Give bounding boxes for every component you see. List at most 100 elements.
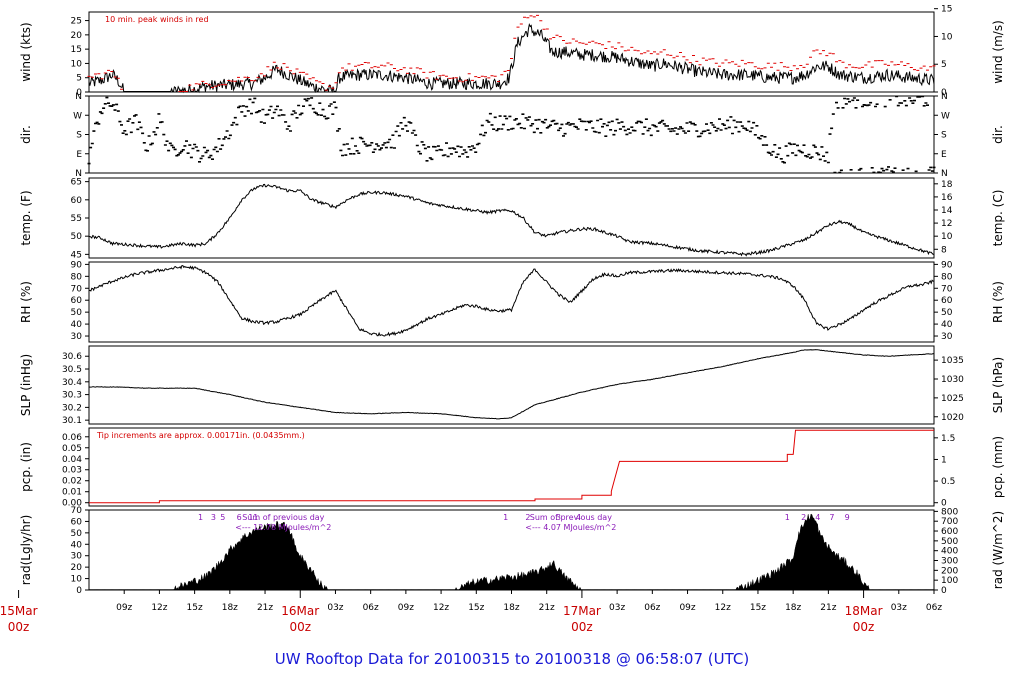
ytick-label-left-pcp: 0.01 [62,488,82,498]
ytick-label-left-rad: 30 [71,552,83,562]
rad-marker-label: 3 [211,513,216,522]
rad-marker-label: 9 [845,513,850,522]
ytick-label-left-slp: 30.3 [62,391,82,401]
ylabel-right-pcp: pcp. (mm) [991,436,1005,498]
ytick-label-left-rh: 60 [71,296,83,306]
xtick-label: 15z [468,603,484,613]
ytick-label-right-temp: 8 [941,245,947,255]
ytick-label-right-rh: 50 [941,308,953,318]
xtick-label: 12z [715,603,731,613]
panel-frame-dir [88,95,935,174]
xtick-label: 15z [750,603,766,613]
ytick-label-left-slp: 30.2 [62,403,82,413]
rad-sum-value-0: <--- 12.78 MJoules/m^2 [235,523,331,532]
ytick-label-right-rh: 70 [941,284,953,294]
rad-sum-label-1: Sum of previous day [530,513,612,522]
ytick-label-right-rh: 30 [941,332,953,342]
series-pcp-0 [89,429,934,504]
ytick-label-right-wind: 10 [941,32,953,42]
rad-marker-label: 1 [503,513,508,522]
ytick-label-left-pcp: 0.06 [62,433,82,443]
ytick-label-right-wind: 5 [941,60,947,70]
ytick-label-right-slp: 1035 [941,356,964,366]
xtick-label: 21z [820,603,836,613]
ytick-label-left-slp: 30.5 [62,365,82,375]
ytick-label-right-temp: 14 [941,206,953,216]
panel-frame-slp [88,345,935,425]
rad-marker-label: 7 [829,513,834,522]
rad-marker-label: 1 [785,513,790,522]
ytick-label-left-rad: 60 [71,517,83,527]
ytick-label-left-dir: S [76,131,82,141]
ytick-label-left-temp: 50 [71,232,83,242]
ylabel-right-temp: temp. (C) [991,190,1005,247]
ytick-label-right-dir: N [941,92,948,102]
ylabel-right-wind: wind (m/s) [991,20,1005,84]
ytick-label-left-rh: 80 [71,272,83,282]
ytick-label-left-temp: 45 [71,250,82,260]
day-hour-label: 00z [571,620,593,634]
day-hour-label: 00z [289,620,311,634]
ytick-label-left-wind: 25 [71,17,82,27]
xtick-label: 18z [785,603,801,613]
ytick-label-left-pcp: 0.04 [62,455,82,465]
ytick-label-right-slp: 1025 [941,394,964,404]
ytick-label-left-wind: 10 [71,59,83,69]
ytick-label-left-rh: 90 [71,260,83,270]
ytick-label-right-temp: 12 [941,219,952,229]
ytick-label-right-dir: S [941,131,947,141]
day-label: 15Mar [0,604,38,618]
panel-frame-pcp [88,427,935,507]
panel-frame-wind [88,11,935,93]
ytick-label-right-rh: 40 [941,320,953,330]
rad-marker-label: 11 [248,513,258,522]
ytick-label-left-temp: 60 [71,196,83,206]
rad-marker-label: 1 [198,513,203,522]
ytick-label-left-wind: 15 [71,45,82,55]
ytick-label-right-rad: 300 [941,557,958,567]
ytick-label-right-rad: 500 [941,537,958,547]
ytick-label-left-rad: 50 [71,529,83,539]
ytick-label-left-pcp: 0.05 [62,444,82,454]
ylabel-left-rad: rad(Lgly/hr) [19,515,33,586]
ylabel-left-dir: dir. [19,125,33,144]
xtick-label: 09z [679,603,695,613]
rad-marker-label: 5 [220,513,225,522]
ytick-label-right-slp: 1030 [941,375,964,385]
day-hour-label: 00z [8,620,30,634]
xtick-label: 18z [503,603,519,613]
figure-footer-title: UW Rooftop Data for 20100315 to 20100318… [274,650,750,668]
series-rad-0 [88,513,935,591]
xtick-label: 18z [222,603,238,613]
ytick-label-right-rad: 700 [941,517,958,527]
xtick-label: 21z [539,603,555,613]
series-rh-0 [88,265,935,337]
ytick-label-right-rad: 800 [941,507,958,517]
ytick-label-right-rad: 100 [941,576,958,586]
ytick-label-right-rad: 600 [941,527,958,537]
ytick-label-left-rad: 20 [71,563,83,573]
ylabel-right-slp: SLP (hPa) [991,357,1005,413]
xtick-label: 03z [609,603,625,613]
ylabel-left-wind: wind (kts) [19,22,33,81]
ytick-label-left-temp: 65 [71,178,82,188]
ytick-label-left-temp: 55 [71,214,82,224]
ylabel-left-rh: RH (%) [19,281,33,323]
ytick-label-right-dir: W [941,111,950,121]
annotation-wind: 10 min. peak winds in red [105,15,209,24]
ytick-label-left-wind: 5 [76,74,82,84]
ytick-label-right-wind: 0 [941,88,947,98]
ytick-label-left-rh: 50 [71,308,83,318]
ytick-label-right-pcp: 0.5 [941,477,955,487]
ytick-label-left-rh: 40 [71,320,83,330]
rad-marker-label: 4 [815,513,820,522]
xtick-label: 21z [257,603,273,613]
series-dir-0 [87,95,936,174]
series-wind-1 [87,14,936,92]
xtick-label: 12z [433,603,449,613]
rad-marker-label: 3 [556,513,561,522]
xtick-label: 03z [891,603,907,613]
ytick-label-right-rad: 400 [941,547,958,557]
ytick-label-right-temp: 18 [941,180,953,190]
